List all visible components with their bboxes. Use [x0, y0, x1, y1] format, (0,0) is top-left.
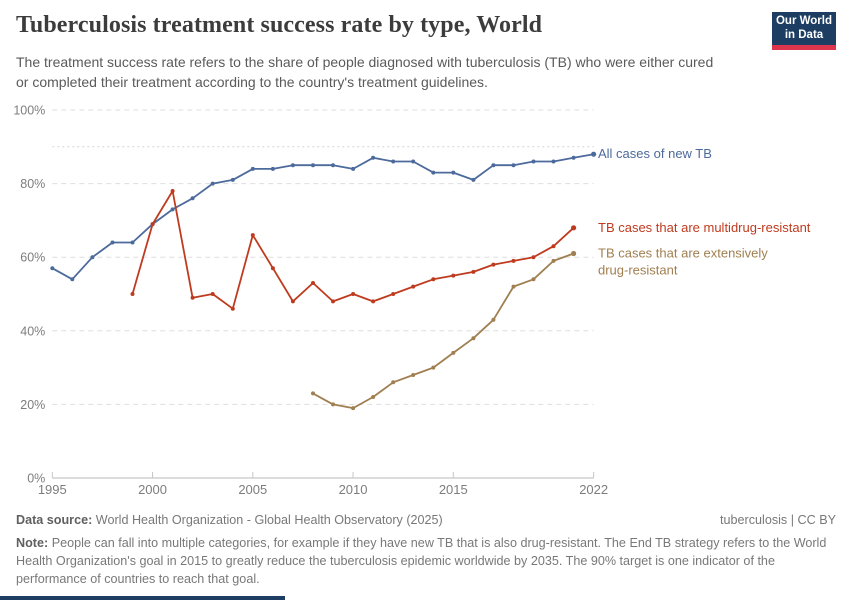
series-point-tb-cases-that-are-multidrug-resistant-2001[interactable]	[170, 189, 175, 193]
series-point-all-cases-of-new-tb-1995[interactable]	[50, 266, 55, 271]
series-point-all-cases-of-new-tb-2022[interactable]	[591, 151, 597, 157]
series-point-all-cases-of-new-tb-1998[interactable]	[110, 240, 115, 245]
series-label-tb-cases-that-are-extensively-drug-resistant: TB cases that are extensively	[598, 246, 768, 261]
series-point-tb-cases-that-are-multidrug-resistant-1999[interactable]	[130, 292, 135, 296]
chart-subtitle: The treatment success rate refers to the…	[16, 54, 714, 91]
note-text: People can fall into multiple categories…	[16, 535, 827, 586]
series-label-tb-cases-that-are-extensively-drug-resistant: drug-resistant	[598, 263, 678, 278]
owid-logo[interactable]: Our World in Data	[772, 12, 836, 50]
x-axis-label-2010: 2010	[339, 482, 368, 497]
series-point-tb-cases-that-are-extensively-drug-resistant-2013[interactable]	[411, 373, 416, 377]
series-point-tb-cases-that-are-extensively-drug-resistant-2009[interactable]	[331, 402, 335, 407]
series-point-tb-cases-that-are-multidrug-resistant-2011[interactable]	[371, 299, 376, 304]
series-point-tb-cases-that-are-multidrug-resistant-2002[interactable]	[190, 295, 195, 300]
x-axis-label-2000: 2000	[138, 482, 167, 497]
series-point-all-cases-of-new-tb-2013[interactable]	[411, 159, 416, 164]
owid-logo-line2: in Data	[784, 28, 824, 41]
series-point-tb-cases-that-are-multidrug-resistant-2003[interactable]	[210, 292, 215, 296]
series-point-tb-cases-that-are-multidrug-resistant-2019[interactable]	[531, 255, 536, 260]
series-point-tb-cases-that-are-extensively-drug-resistant-2017[interactable]	[491, 317, 496, 322]
series-point-tb-cases-that-are-multidrug-resistant-2006[interactable]	[270, 266, 275, 271]
series-point-tb-cases-that-are-multidrug-resistant-2020[interactable]	[551, 244, 556, 249]
series-point-all-cases-of-new-tb-2007[interactable]	[290, 163, 295, 168]
series-point-tb-cases-that-are-extensively-drug-resistant-2012[interactable]	[391, 380, 396, 385]
series-line-tb-cases-that-are-multidrug-resistant[interactable]	[131, 190, 575, 310]
series-point-all-cases-of-new-tb-2009[interactable]	[331, 163, 335, 168]
series-point-tb-cases-that-are-extensively-drug-resistant-2020[interactable]	[551, 258, 556, 263]
series-point-tb-cases-that-are-multidrug-resistant-2010[interactable]	[351, 292, 356, 296]
series-line-all-cases-of-new-tb[interactable]	[51, 153, 595, 281]
series-label-all-cases-of-new-tb: All cases of new TB	[598, 146, 712, 161]
series-point-tb-cases-that-are-multidrug-resistant-2013[interactable]	[411, 284, 416, 289]
data-source-text: World Health Organization - Global Healt…	[95, 513, 443, 527]
x-axis-label-2005: 2005	[238, 482, 267, 497]
y-axis-label-40: 40%	[20, 324, 45, 338]
series-point-tb-cases-that-are-extensively-drug-resistant-2014[interactable]	[431, 365, 436, 370]
series-point-all-cases-of-new-tb-2020[interactable]	[551, 159, 556, 164]
y-axis-label-0: 0%	[27, 472, 45, 486]
series-point-all-cases-of-new-tb-2014[interactable]	[431, 170, 436, 175]
series-point-all-cases-of-new-tb-2017[interactable]	[491, 163, 496, 168]
series-point-all-cases-of-new-tb-2002[interactable]	[190, 196, 195, 201]
series-point-tb-cases-that-are-multidrug-resistant-2016[interactable]	[471, 269, 476, 274]
series-point-all-cases-of-new-tb-2005[interactable]	[250, 166, 255, 171]
series-point-tb-cases-that-are-multidrug-resistant-2007[interactable]	[290, 299, 295, 304]
bottom-accent-bar	[0, 596, 285, 600]
y-axis-label-60: 60%	[20, 251, 45, 265]
y-axis-label-20: 20%	[20, 398, 45, 412]
series-point-tb-cases-that-are-multidrug-resistant-2009[interactable]	[331, 299, 335, 304]
series-point-tb-cases-that-are-extensively-drug-resistant-2018[interactable]	[511, 284, 516, 289]
data-source-label: Data source:	[16, 513, 93, 527]
series-point-all-cases-of-new-tb-2021[interactable]	[571, 155, 576, 160]
series-point-all-cases-of-new-tb-2018[interactable]	[511, 163, 516, 168]
series-point-tb-cases-that-are-multidrug-resistant-2005[interactable]	[250, 233, 255, 238]
series-point-all-cases-of-new-tb-1996[interactable]	[70, 277, 75, 282]
series-point-tb-cases-that-are-extensively-drug-resistant-2021[interactable]	[571, 250, 577, 257]
x-axis-label-2022: 2022	[579, 482, 608, 497]
series-point-tb-cases-that-are-extensively-drug-resistant-2015[interactable]	[451, 350, 456, 355]
series-point-tb-cases-that-are-multidrug-resistant-2021[interactable]	[571, 225, 577, 231]
series-label-tb-cases-that-are-multidrug-resistant: TB cases that are multidrug-resistant	[598, 220, 811, 235]
series-point-tb-cases-that-are-multidrug-resistant-2004[interactable]	[230, 306, 235, 311]
series-point-all-cases-of-new-tb-2008[interactable]	[311, 163, 315, 168]
series-point-all-cases-of-new-tb-1999[interactable]	[130, 240, 135, 245]
series-point-tb-cases-that-are-extensively-drug-resistant-2008[interactable]	[311, 391, 315, 396]
series-point-all-cases-of-new-tb-1997[interactable]	[90, 255, 95, 260]
series-point-all-cases-of-new-tb-2003[interactable]	[210, 181, 215, 186]
page-title: Tuberculosis treatment success rate by t…	[16, 12, 543, 38]
owid-logo-line1: Our World	[775, 15, 832, 28]
data-source: Data source: World Health Organization -…	[16, 512, 443, 530]
y-axis-label-100: 100%	[13, 104, 45, 118]
series-point-tb-cases-that-are-extensively-drug-resistant-2019[interactable]	[531, 277, 536, 282]
series-point-all-cases-of-new-tb-2015[interactable]	[451, 170, 456, 175]
series-point-tb-cases-that-are-multidrug-resistant-2018[interactable]	[511, 258, 516, 263]
series-point-tb-cases-that-are-extensively-drug-resistant-2010[interactable]	[351, 406, 356, 411]
x-axis-label-2015: 2015	[439, 482, 468, 497]
series-point-all-cases-of-new-tb-2004[interactable]	[230, 177, 235, 182]
series-point-all-cases-of-new-tb-2010[interactable]	[351, 166, 356, 171]
series-point-all-cases-of-new-tb-2001[interactable]	[170, 207, 175, 212]
series-point-all-cases-of-new-tb-2011[interactable]	[371, 155, 376, 160]
series-point-all-cases-of-new-tb-2006[interactable]	[270, 166, 275, 171]
license-text[interactable]: tuberculosis | CC BY	[720, 513, 836, 527]
series-point-all-cases-of-new-tb-2016[interactable]	[471, 177, 476, 182]
x-axis-label-1995: 1995	[38, 482, 67, 497]
series-point-tb-cases-that-are-multidrug-resistant-2000[interactable]	[150, 222, 155, 227]
series-point-tb-cases-that-are-extensively-drug-resistant-2016[interactable]	[471, 336, 476, 341]
series-point-tb-cases-that-are-multidrug-resistant-2012[interactable]	[391, 292, 396, 296]
y-axis-label-80: 80%	[20, 177, 45, 191]
chart-note: Note: People can fall into multiple cate…	[16, 535, 836, 589]
note-label: Note:	[16, 535, 49, 550]
chart-footer: Data source: World Health Organization -…	[16, 512, 836, 589]
series-point-tb-cases-that-are-multidrug-resistant-2017[interactable]	[491, 262, 496, 267]
series-point-tb-cases-that-are-multidrug-resistant-2008[interactable]	[311, 281, 315, 285]
series-point-tb-cases-that-are-extensively-drug-resistant-2011[interactable]	[371, 395, 376, 399]
series-point-all-cases-of-new-tb-2019[interactable]	[531, 159, 536, 164]
series-line-tb-cases-that-are-extensively-drug-resistant[interactable]	[312, 252, 575, 410]
series-point-tb-cases-that-are-multidrug-resistant-2014[interactable]	[431, 277, 436, 282]
series-point-all-cases-of-new-tb-2012[interactable]	[391, 159, 396, 164]
series-point-tb-cases-that-are-multidrug-resistant-2015[interactable]	[451, 273, 456, 278]
